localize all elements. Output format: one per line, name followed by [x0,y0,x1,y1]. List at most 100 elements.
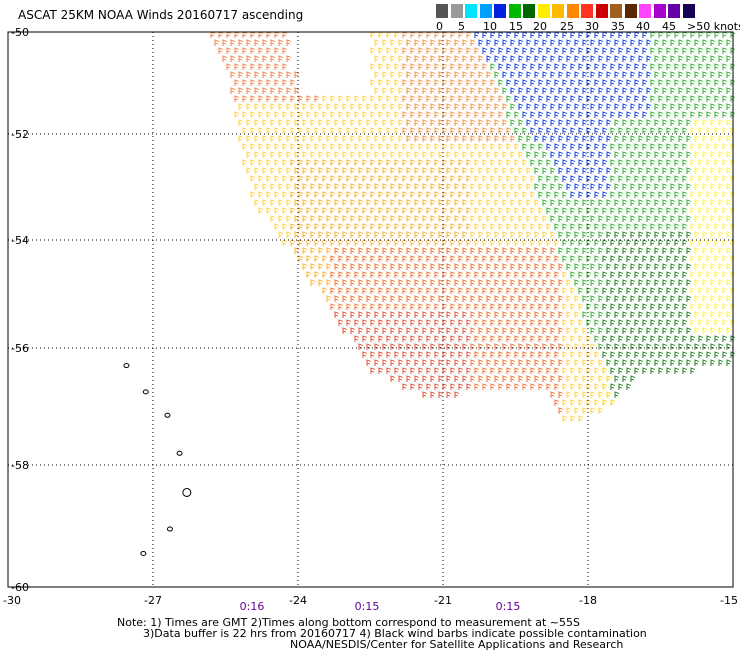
wind-barb [262,55,268,62]
wind-barb [430,279,436,286]
wind-barb [462,199,468,206]
wind-barb [726,311,732,318]
wind-barb [702,199,708,206]
wind-barb [650,271,656,278]
wind-barb [542,279,548,286]
wind-barb [466,383,472,390]
wind-barb [614,55,620,62]
wind-barb [478,247,484,254]
wind-barb [654,167,660,174]
wind-barb [518,167,524,174]
wind-barb [566,279,572,286]
wind-barb [666,127,672,134]
wind-barb [318,135,324,142]
wind-barb [438,39,444,46]
wind-barb [378,47,384,54]
wind-barb [478,279,484,286]
wind-barb [470,39,476,46]
wind-barb [594,399,600,406]
wind-barb [482,271,488,278]
wind-barb [418,303,424,310]
wind-barb [602,175,608,182]
wind-barb [502,151,508,158]
wind-barb [354,319,360,326]
wind-barb [674,271,680,278]
wind-barb [650,79,656,86]
wind-barb [374,199,380,206]
wind-barb [442,207,448,214]
wind-barb [630,279,636,286]
wind-barb [382,167,388,174]
wind-barb [674,175,680,182]
wind-barb [282,127,288,134]
wind-barb [262,119,268,126]
wind-barb [610,351,616,358]
wind-barb [718,87,724,94]
wind-barb [534,263,540,270]
wind-barb [330,143,336,150]
wind-barb [302,199,308,206]
wind-barb [274,95,280,102]
wind-barb [406,359,412,366]
wind-barb [354,335,360,342]
wind-barb [510,151,516,158]
wind-barb [630,135,636,142]
wind-barb [566,167,572,174]
wind-barb [486,343,492,350]
wind-barb [502,359,508,366]
wind-barb [334,183,340,190]
wind-barb [630,87,636,94]
wind-barb [438,391,444,398]
wind-barb [678,55,684,62]
wind-barb [382,327,388,334]
wind-barb [502,247,508,254]
wind-barb [590,311,596,318]
wind-barb [306,191,312,198]
wind-barb [590,215,596,222]
wind-barb [654,327,660,334]
wind-barb [390,119,396,126]
wind-barb [518,39,524,46]
wind-barb [398,71,404,78]
latitude-tick-label: -52 [11,128,29,141]
wind-barb [562,335,568,342]
wind-barb [510,327,516,334]
wind-barb [698,239,704,246]
wind-barb [414,327,420,334]
wind-barb [422,247,428,254]
wind-barb [422,199,428,206]
wind-barb [574,279,580,286]
wind-barb [690,335,696,342]
wind-barb [566,231,572,238]
wind-barb [610,207,616,214]
wind-barb [538,351,544,358]
wind-barb [406,199,412,206]
wind-barb [238,87,244,94]
wind-barb [466,79,472,86]
wind-barb [342,167,348,174]
latitude-tick-label: -56 [11,342,29,355]
wind-barb [690,47,696,54]
wind-barb [598,343,604,350]
wind-barb [598,359,604,366]
wind-barb [598,247,604,254]
wind-barb [238,71,244,78]
wind-barb [458,383,464,390]
wind-barb [518,375,524,382]
wind-barb [462,39,468,46]
wind-barb [434,159,440,166]
wind-barb [306,159,312,166]
wind-barb [466,335,472,342]
wind-barb [498,351,504,358]
wind-barb [510,119,516,126]
wind-barb [682,351,688,358]
wind-barb [434,383,440,390]
wind-barb [646,215,652,222]
wind-barb [594,207,600,214]
wind-barb [582,231,588,238]
wind-barb [582,311,588,318]
wind-barb [406,279,412,286]
wind-barb [570,127,576,134]
wind-barb [410,207,416,214]
wind-barb [434,31,440,38]
